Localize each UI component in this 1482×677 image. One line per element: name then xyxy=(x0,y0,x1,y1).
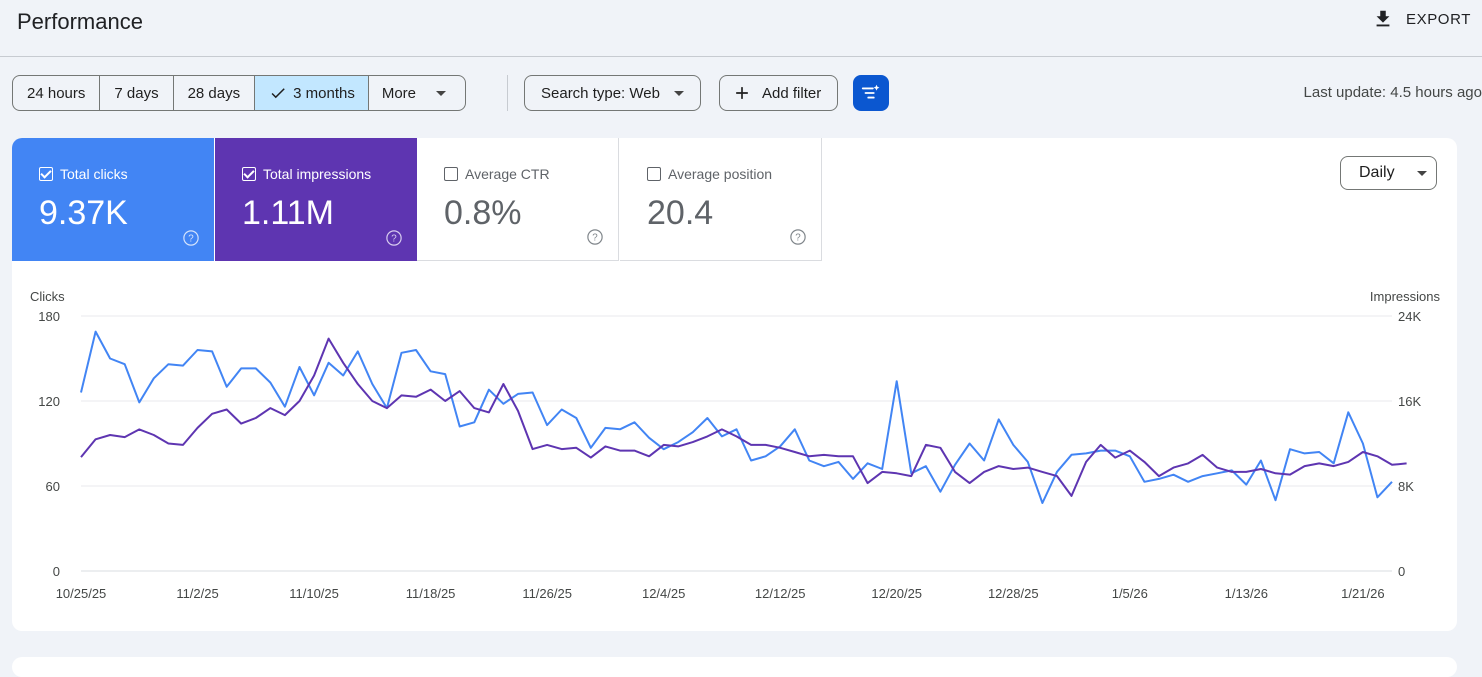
range-24-hours[interactable]: 24 hours xyxy=(13,76,101,110)
metric-total-clicks[interactable]: Total clicks 9.37K ? xyxy=(12,138,214,261)
metric-value: 1.11M xyxy=(242,194,334,232)
y-left-tick-label: 60 xyxy=(46,479,60,494)
x-tick-label: 1/5/26 xyxy=(1112,586,1148,601)
plus-icon xyxy=(736,87,748,99)
range-7-days[interactable]: 7 days xyxy=(100,76,174,110)
range-3-months[interactable]: 3 months xyxy=(255,76,369,110)
performance-card: Total clicks 9.37K ? Total impressions 1… xyxy=(12,138,1457,631)
performance-chart: 0 0 60 8K 120 16K 180 24K Clicks Impressions 10/25… xyxy=(30,289,1441,601)
checkbox-checked-icon xyxy=(242,167,256,181)
x-tick-label: 11/2/25 xyxy=(176,586,218,601)
metric-label-text: Total clicks xyxy=(60,166,128,182)
range-label: 7 days xyxy=(114,84,159,102)
metric-label: Total impressions xyxy=(242,166,371,182)
svg-text:?: ? xyxy=(592,232,598,243)
page-title: Performance xyxy=(17,9,143,34)
range-more-dropdown[interactable]: More xyxy=(369,76,465,110)
caret-down-icon xyxy=(673,90,684,96)
last-update-text: Last update: 4.5 hours ago xyxy=(1303,84,1482,101)
x-tick-label: 1/13/26 xyxy=(1225,586,1268,601)
granularity-label: Daily xyxy=(1359,164,1395,181)
y-left-tick-label: 0 xyxy=(53,564,60,579)
metric-average-position[interactable]: Average position 20.4 ? xyxy=(620,138,822,261)
x-tick-label: 11/18/25 xyxy=(406,586,456,601)
metric-value: 9.37K xyxy=(39,194,128,232)
help-icon[interactable]: ? xyxy=(586,228,604,246)
help-icon[interactable]: ? xyxy=(182,229,200,247)
caret-down-icon xyxy=(436,90,447,96)
y-right-tick-label: 0 xyxy=(1398,564,1405,579)
checkbox-checked-icon xyxy=(39,167,53,181)
range-label: 24 hours xyxy=(27,84,86,102)
add-filter-label: Add filter xyxy=(762,84,822,102)
toolbar-divider xyxy=(507,75,508,111)
search-type-dropdown[interactable]: Search type: Web xyxy=(524,75,701,111)
x-tick-label: 11/10/25 xyxy=(289,586,339,601)
svg-text:?: ? xyxy=(795,232,801,243)
metric-total-impressions[interactable]: Total impressions 1.11M ? xyxy=(215,138,417,261)
y-left-axis-label: Clicks xyxy=(30,289,65,304)
y-right-axis-label: Impressions xyxy=(1370,289,1441,304)
range-label: More xyxy=(381,84,417,102)
toolbar: 24 hours 7 days 28 days 3 months More Se… xyxy=(12,75,1482,111)
series-line-clicks xyxy=(80,330,1393,504)
metric-value: 0.8% xyxy=(444,194,522,232)
page-header: Performance EXPORT xyxy=(0,0,1482,57)
caret-down-icon xyxy=(1416,170,1427,176)
help-icon[interactable]: ? xyxy=(789,228,807,246)
x-tick-label: 12/28/25 xyxy=(988,586,1039,601)
series-line-impressions xyxy=(80,337,1407,497)
metric-label: Average CTR xyxy=(444,166,550,182)
x-tick-label: 12/12/25 xyxy=(755,586,806,601)
download-icon xyxy=(1376,10,1390,27)
metric-label: Total clicks xyxy=(39,166,128,182)
next-card xyxy=(12,657,1457,677)
help-icon[interactable]: ? xyxy=(385,229,403,247)
x-tick-label: 11/26/25 xyxy=(522,586,572,601)
export-button[interactable]: EXPORT xyxy=(1372,8,1471,30)
svg-text:?: ? xyxy=(391,233,397,244)
x-tick-label: 10/25/25 xyxy=(56,586,107,601)
svg-text:?: ? xyxy=(188,233,194,244)
y-left-tick-label: 120 xyxy=(38,394,60,409)
checkbox-unchecked-icon xyxy=(647,167,661,181)
range-28-days[interactable]: 28 days xyxy=(174,76,256,110)
date-range-selector: 24 hours 7 days 28 days 3 months More xyxy=(12,75,467,111)
granularity-dropdown[interactable]: Daily xyxy=(1340,156,1437,190)
metric-label: Average position xyxy=(647,166,772,182)
filter-sparkle-icon xyxy=(861,84,880,99)
x-tick-label: 1/21/26 xyxy=(1341,586,1384,601)
metric-label-text: Total impressions xyxy=(263,166,372,182)
metric-average-ctr[interactable]: Average CTR 0.8% ? xyxy=(417,138,619,261)
range-label: 28 days xyxy=(187,84,241,102)
add-filter-button[interactable]: Add filter xyxy=(719,75,839,111)
y-right-tick-label: 8K xyxy=(1398,479,1414,494)
check-icon xyxy=(271,88,285,99)
metric-label-text: Average position xyxy=(668,166,773,182)
x-tick-label: 12/4/25 xyxy=(642,586,685,601)
filter-sparkle-button[interactable] xyxy=(853,75,889,111)
metric-label-text: Average CTR xyxy=(465,166,550,182)
search-type-label: Search type: Web xyxy=(541,84,660,102)
y-right-tick-label: 24K xyxy=(1398,309,1421,324)
y-right-tick-label: 16K xyxy=(1398,394,1421,409)
checkbox-unchecked-icon xyxy=(444,167,458,181)
y-left-tick-label: 180 xyxy=(38,309,60,324)
range-label: 3 months xyxy=(293,84,355,102)
metric-value: 20.4 xyxy=(647,194,714,232)
x-tick-label: 12/20/25 xyxy=(871,586,922,601)
export-label: EXPORT xyxy=(1405,10,1471,28)
